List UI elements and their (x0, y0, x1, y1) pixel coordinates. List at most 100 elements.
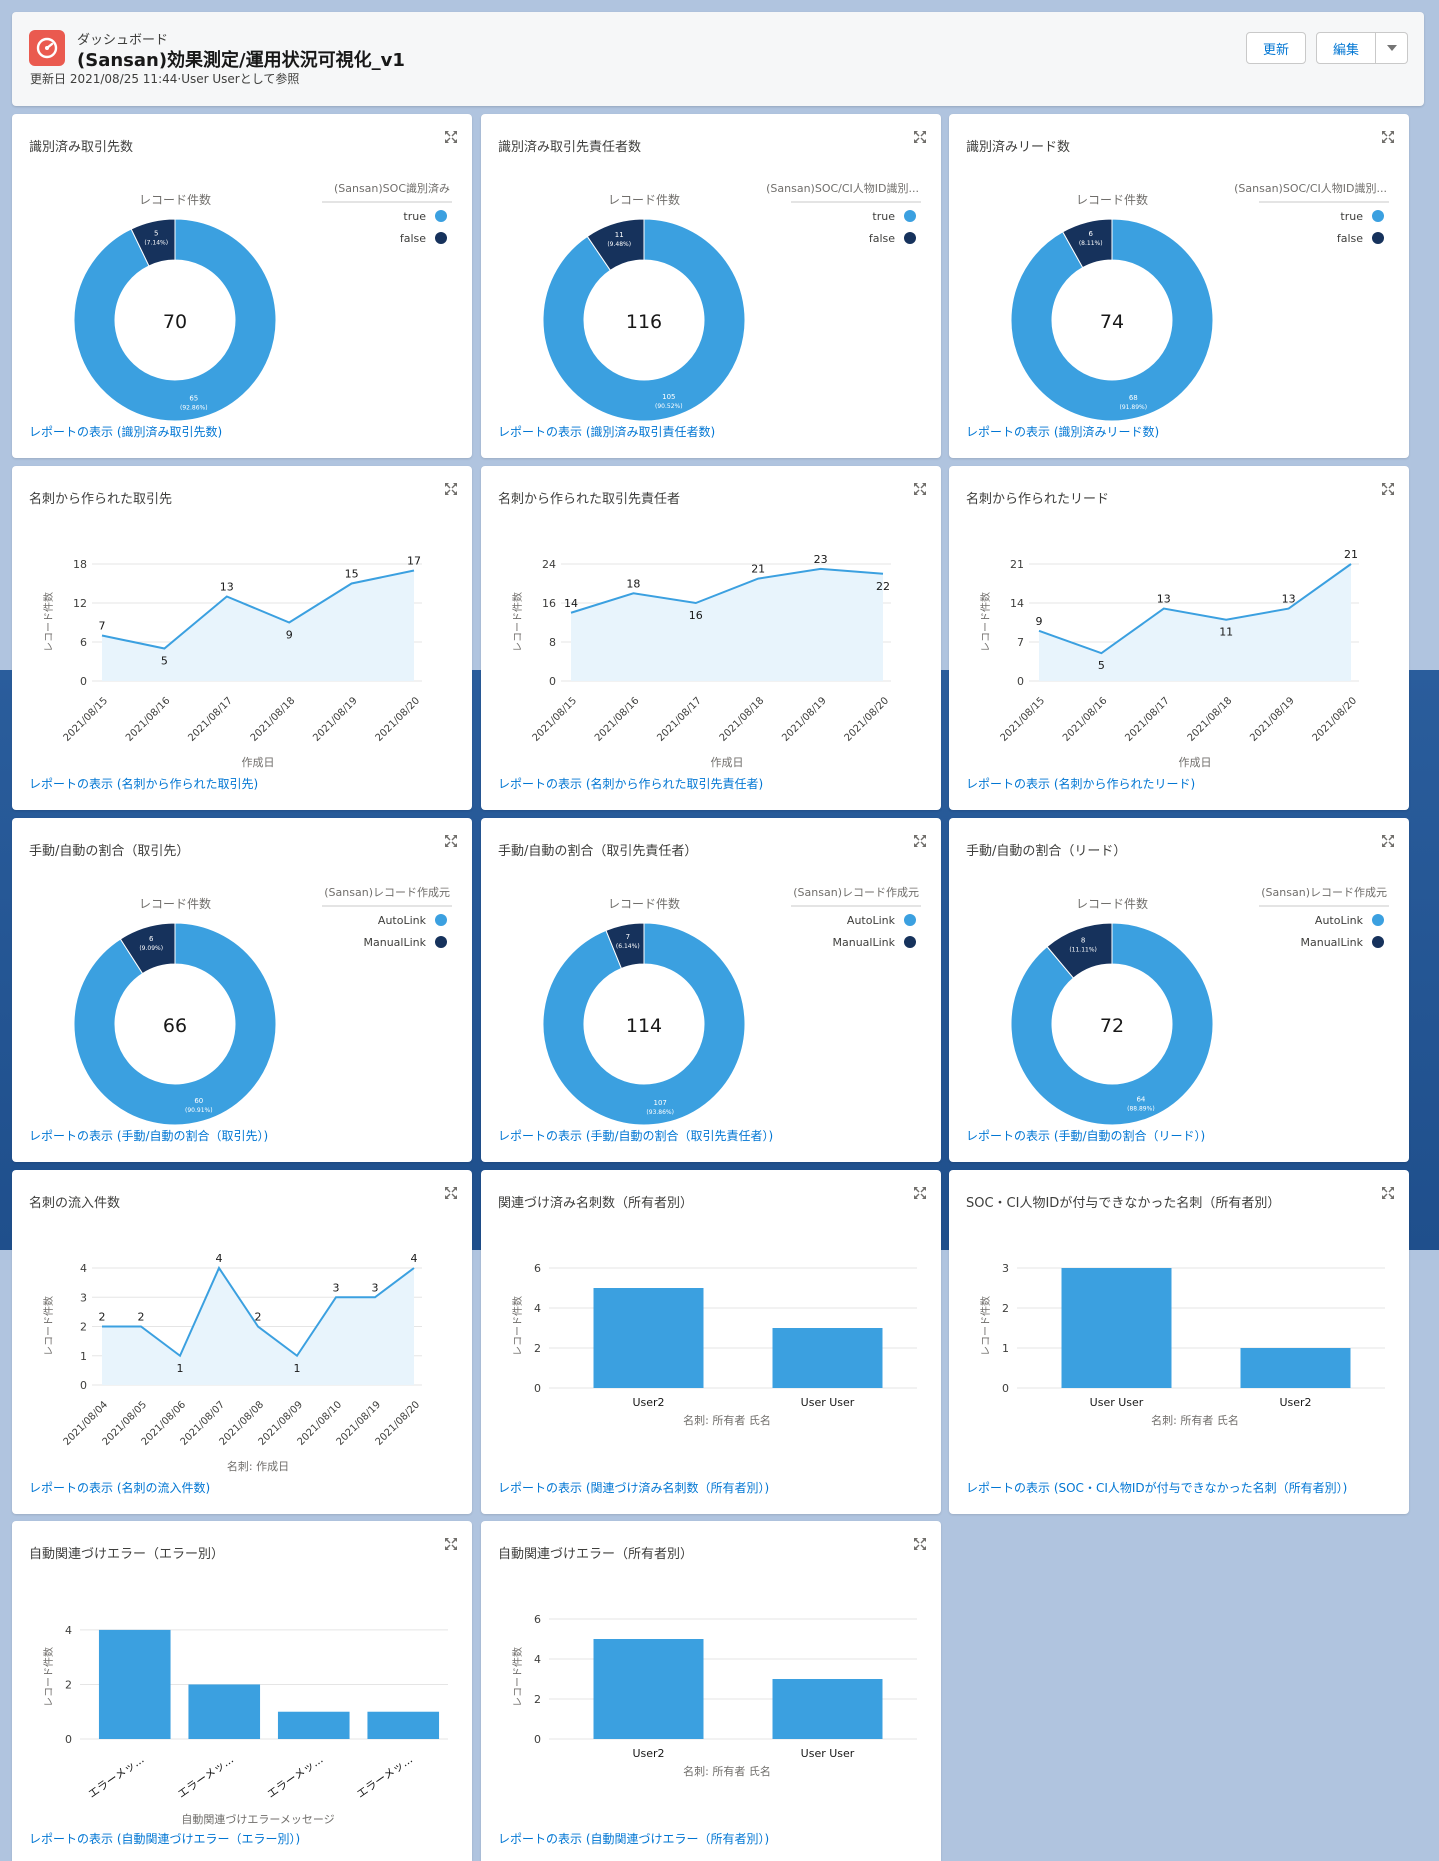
x-tick-label: User2 (632, 1396, 664, 1409)
line-series[interactable] (101, 569, 415, 650)
data-label: 2 (255, 1311, 262, 1324)
view-report-link[interactable]: レポートの表示 (識別済み取引先数) (29, 425, 223, 439)
view-report-link[interactable]: レポートの表示 (関連づけ済み名刺数（所有者別）) (498, 1481, 770, 1495)
card-title: 識別済みリード数 (966, 140, 1071, 155)
view-report-link[interactable]: レポートの表示 (名刺から作られたリード) (966, 777, 1196, 791)
dashboard-card: 名刺の流入件数 レポートの表示 (名刺の流入件数) 0 1 2 3 4 2 2021/08/04… (12, 1170, 472, 1514)
y-tick-label: 2 (65, 1678, 72, 1691)
x-tick-label: 2021/08/17 (186, 695, 235, 744)
bar[interactable] (593, 1639, 704, 1739)
more-actions-button[interactable] (1376, 32, 1408, 64)
pie-slice-false[interactable] (586, 218, 645, 272)
x-axis-label: 名刺: 所有者 氏名 (1151, 1413, 1239, 1427)
data-label: 13 (1282, 593, 1296, 606)
bar[interactable] (277, 1711, 350, 1739)
view-report-link[interactable]: レポートの表示 (SOC・CI人物IDが付与できなかった名刺（所有者別）) (966, 1481, 1348, 1495)
pie-slice-percent: (11.11%) (1069, 947, 1097, 954)
bar[interactable] (1061, 1268, 1172, 1388)
view-report-link[interactable]: レポートの表示 (自動関連づけエラー（エラー別）) (29, 1832, 301, 1846)
expand-icon[interactable] (913, 1186, 927, 1200)
card-title: 名刺から作られたリード (966, 492, 1110, 507)
view-report-link[interactable]: レポートの表示 (手動/自動の割合（取引先）) (29, 1129, 269, 1143)
pie-slice-true[interactable] (73, 218, 277, 422)
chart: 0 8 16 24 14 2021/08/15 18 2021/08/16 16 2021/08/… (511, 553, 892, 769)
line-series[interactable] (1038, 563, 1352, 655)
x-tick-label: User User (801, 1396, 855, 1409)
bar[interactable] (367, 1711, 440, 1739)
legend-swatch (904, 232, 916, 244)
line-series[interactable] (570, 567, 884, 614)
pie-slice-true[interactable] (1010, 218, 1214, 422)
view-report-link[interactable]: レポートの表示 (識別済み取引責任者数) (498, 425, 716, 439)
chart-subtitle: レコード件数 (1076, 192, 1148, 207)
pie-slice-AutoLink[interactable] (1010, 922, 1214, 1126)
header-subtitle: 更新日 2021/08/25 11:44·User Userとして参照 (30, 72, 300, 86)
x-tick-label: 2021/08/18 (249, 695, 298, 744)
expand-icon[interactable] (913, 130, 927, 144)
bar[interactable] (98, 1629, 171, 1739)
pie-slice-ManualLink[interactable] (605, 922, 645, 970)
pie-slice-AutoLink[interactable] (73, 922, 277, 1126)
expand-icon[interactable] (444, 1537, 458, 1551)
legend-title: (Sansan)SOC/CI人物ID識別... (1234, 181, 1387, 195)
x-tick-label: 2021/08/17 (1123, 695, 1172, 744)
bar[interactable] (188, 1684, 261, 1739)
line-series[interactable] (102, 1265, 415, 1358)
pie-slice-ManualLink[interactable] (119, 922, 176, 975)
pie-slice-true[interactable] (542, 218, 746, 422)
pie-slice-ManualLink[interactable] (1046, 922, 1113, 979)
x-tick-label: User2 (632, 1747, 664, 1760)
bar[interactable] (1240, 1348, 1351, 1388)
x-tick-label: エラーメッ... (354, 1753, 415, 1801)
view-report-link[interactable]: レポートの表示 (名刺から作られた取引先責任者) (498, 777, 764, 791)
y-tick-label: 24 (542, 558, 556, 571)
pie-total: 66 (163, 1015, 187, 1037)
edit-button[interactable]: 編集 (1316, 32, 1376, 64)
x-tick-label: 2021/08/20 (843, 695, 892, 744)
view-report-link[interactable]: レポートの表示 (名刺の流入件数) (29, 1481, 211, 1495)
expand-icon[interactable] (913, 834, 927, 848)
pie-slice-percent: (9.09%) (139, 945, 163, 952)
card-title: 自動関連づけエラー（エラー別） (29, 1547, 225, 1562)
data-label: 1 (294, 1362, 301, 1375)
expand-icon[interactable] (1381, 1186, 1395, 1200)
view-report-link[interactable]: レポートの表示 (手動/自動の割合（リード）) (966, 1129, 1206, 1143)
x-tick-label: 2021/08/18 (718, 695, 767, 744)
view-report-link[interactable]: レポートの表示 (識別済みリード数) (966, 425, 1160, 439)
pie-slice-false[interactable] (1062, 218, 1113, 269)
y-tick-label: 0 (80, 675, 87, 688)
view-report-link[interactable]: レポートの表示 (手動/自動の割合（取引先責任者）) (498, 1129, 774, 1143)
view-report-link[interactable]: レポートの表示 (名刺から作られた取引先) (29, 777, 259, 791)
expand-icon[interactable] (913, 1537, 927, 1551)
y-tick-label: 4 (80, 1262, 87, 1275)
data-label: 14 (564, 597, 578, 610)
expand-icon[interactable] (444, 130, 458, 144)
expand-icon[interactable] (444, 482, 458, 496)
expand-icon[interactable] (444, 834, 458, 848)
pie-slice-percent: (6.14%) (616, 943, 640, 950)
y-tick-label: 0 (80, 1379, 87, 1392)
pie-slice-label: 8 (1081, 937, 1085, 945)
pie-slice-false[interactable] (130, 218, 176, 267)
y-tick-label: 6 (534, 1262, 541, 1275)
expand-icon[interactable] (444, 1186, 458, 1200)
legend-swatch (435, 232, 447, 244)
refresh-button[interactable]: 更新 (1246, 32, 1306, 64)
x-tick-label: 2021/08/15 (531, 695, 580, 744)
bar[interactable] (772, 1328, 883, 1388)
y-tick-label: 0 (1017, 675, 1024, 688)
bar[interactable] (593, 1288, 704, 1388)
bar[interactable] (772, 1679, 883, 1739)
expand-icon[interactable] (1381, 130, 1395, 144)
pie-total: 116 (626, 311, 662, 333)
expand-icon[interactable] (1381, 834, 1395, 848)
x-tick-label: 2021/08/20 (1311, 695, 1360, 744)
expand-icon[interactable] (913, 482, 927, 496)
view-report-link[interactable]: レポートの表示 (自動関連づけエラー（所有者別）) (498, 1832, 770, 1846)
x-axis-label: 名刺: 所有者 氏名 (683, 1413, 771, 1427)
card-title: 手動/自動の割合（取引先） (29, 844, 190, 859)
expand-icon[interactable] (1381, 482, 1395, 496)
pie-slice-AutoLink[interactable] (542, 922, 746, 1126)
pie-slice-percent: (9.48%) (607, 241, 631, 248)
